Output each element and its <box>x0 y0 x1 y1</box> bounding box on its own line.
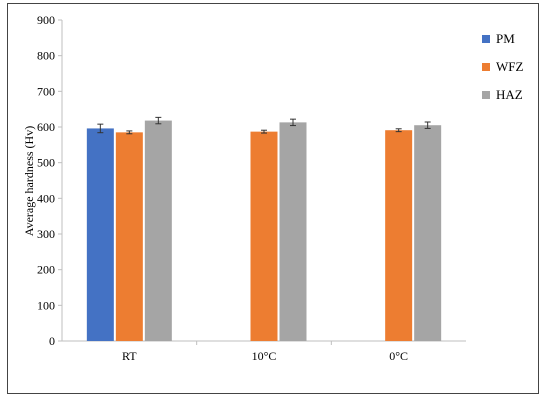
y-tick-label: 700 <box>37 84 55 98</box>
legend-swatch-pm <box>482 35 490 43</box>
bar-wfz <box>115 132 143 341</box>
legend-label-wfz: WFZ <box>496 59 524 74</box>
bar-wfz <box>250 131 278 341</box>
bar-wfz <box>385 130 413 341</box>
y-axis-title: Average hardness (Hv) <box>22 126 36 236</box>
legend-label-pm: PM <box>496 31 515 46</box>
y-tick-label: 400 <box>37 191 55 205</box>
x-tick-label: RT <box>122 349 137 363</box>
y-tick-label: 100 <box>37 298 55 312</box>
y-tick-label: 0 <box>49 334 55 348</box>
bars <box>86 116 442 341</box>
x-tick-label: 10°C <box>252 349 277 363</box>
y-tick-label: 500 <box>37 156 55 170</box>
y-tick-label: 600 <box>37 120 55 134</box>
y-tick-label: 200 <box>37 263 55 277</box>
y-tick-label: 300 <box>37 227 55 241</box>
bar-haz <box>279 122 307 341</box>
bar-pm <box>86 128 114 341</box>
y-tick-label: 800 <box>37 49 55 63</box>
bar-haz <box>144 120 172 341</box>
legend: PM WFZ HAZ <box>482 31 524 102</box>
legend-label-haz: HAZ <box>496 87 523 102</box>
x-tick-label: 0°C <box>389 349 408 363</box>
bar-haz <box>414 125 442 341</box>
y-tick-label: 900 <box>37 13 55 27</box>
legend-swatch-haz <box>482 91 490 99</box>
legend-swatch-wfz <box>482 63 490 71</box>
